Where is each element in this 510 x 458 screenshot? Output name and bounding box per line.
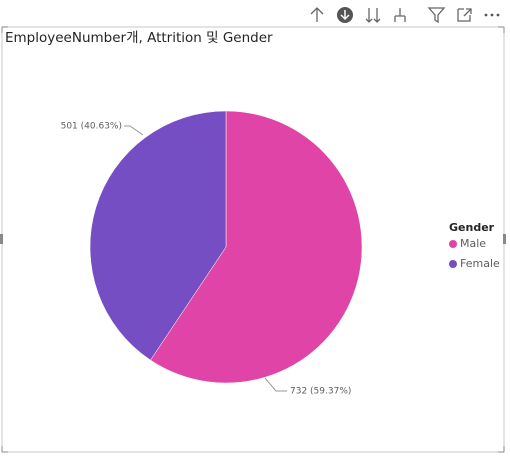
leader-line (264, 377, 287, 392)
more-icon[interactable] (484, 13, 488, 17)
corner-handles (1, 26, 505, 453)
resize-handle[interactable] (0, 234, 3, 244)
leader-line (124, 125, 144, 136)
legend-marker (449, 240, 457, 248)
hierarchy-icon[interactable] (394, 8, 406, 22)
data-label: 501 (40.63%) (61, 122, 122, 132)
toolbar (310, 7, 500, 24)
legend-label: Male (460, 237, 486, 250)
focus-icon[interactable] (457, 8, 472, 22)
pie-slice (89, 110, 227, 361)
expand-icon[interactable] (365, 8, 381, 23)
chart-title: EmployeeNumber개, Attrition 및 Gender (5, 30, 273, 46)
resize-handle[interactable] (503, 234, 506, 244)
legend-label: Female (460, 257, 500, 270)
data-label: 732 (59.37%) (290, 387, 351, 397)
drill-up-icon[interactable] (310, 7, 324, 22)
more-icon (496, 13, 500, 17)
pie-slice (150, 110, 363, 384)
drill-down-arrow (340, 10, 350, 21)
more-icon (490, 13, 494, 17)
filter-icon[interactable] (427, 7, 446, 24)
legend-title: Gender (449, 221, 495, 234)
legend-marker (449, 260, 457, 268)
